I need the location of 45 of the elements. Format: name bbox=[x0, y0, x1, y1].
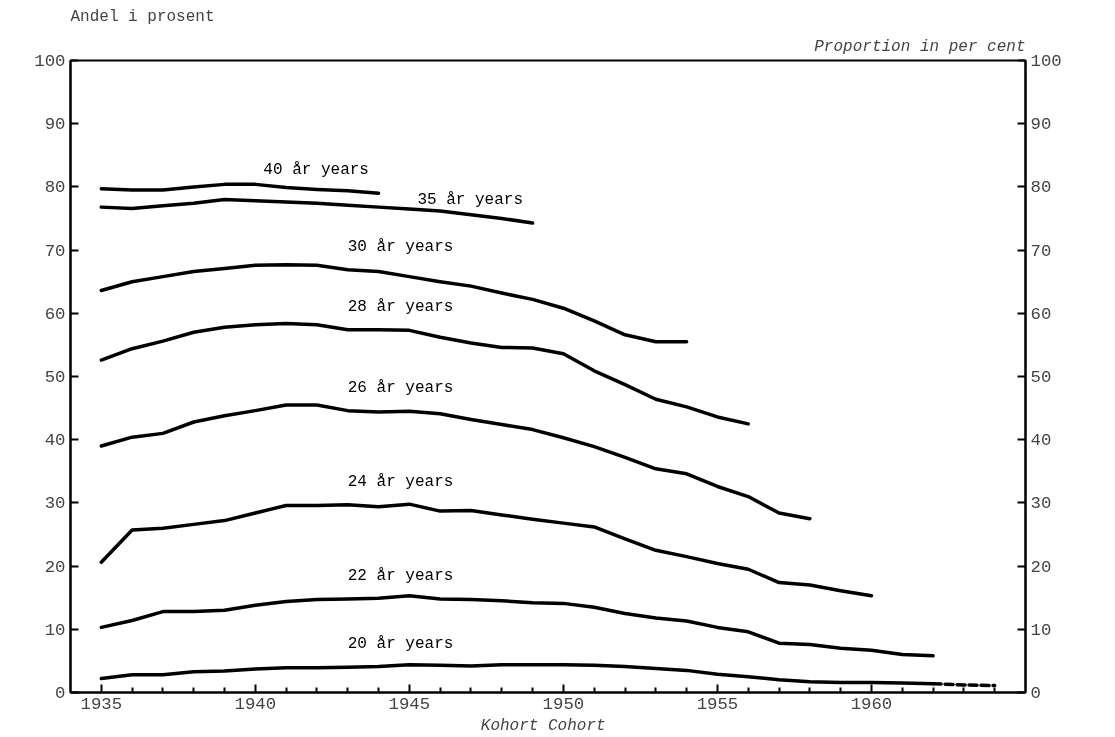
series-label: 26 år years bbox=[347, 378, 454, 397]
x-tick-label: 1960 bbox=[850, 694, 893, 714]
series-label: 28 år years bbox=[347, 297, 454, 316]
y-tick-label: 40 bbox=[44, 431, 66, 451]
y2-tick-label: 70 bbox=[1030, 241, 1052, 261]
series-label: 35 år years bbox=[417, 190, 523, 209]
y2-tick-label: 20 bbox=[1030, 557, 1052, 577]
x-tick-label: 1955 bbox=[696, 694, 739, 714]
x-tick-label: 1935 bbox=[80, 694, 123, 714]
y-tick-label: 80 bbox=[44, 178, 66, 198]
y-tick-label: 50 bbox=[44, 368, 66, 387]
line-series bbox=[99, 594, 935, 658]
y2-tick-label: 30 bbox=[1030, 494, 1052, 514]
line-series bbox=[99, 502, 874, 598]
series-label: 40 år years bbox=[263, 161, 369, 180]
y2-tick-label: 80 bbox=[1030, 178, 1052, 198]
y-tick-label: 60 bbox=[44, 304, 66, 324]
y2-tick-label: 90 bbox=[1030, 115, 1052, 135]
series-label: 20 år years bbox=[347, 635, 454, 654]
y2-tick-label: 40 bbox=[1030, 431, 1052, 451]
y2-tick-label: 50 bbox=[1030, 368, 1052, 387]
x-tick-label: 1945 bbox=[388, 694, 431, 714]
x-tick-label: 1940 bbox=[234, 694, 277, 714]
y-axis-title: Andel i prosent bbox=[70, 7, 215, 26]
y-tick-label: 90 bbox=[44, 115, 66, 135]
y-tick-label: 0 bbox=[55, 684, 66, 703]
y2-tick-label: 60 bbox=[1030, 304, 1052, 324]
line-series bbox=[99, 182, 381, 195]
y2-tick-label: 100 bbox=[1030, 52, 1062, 71]
y-tick-label: 100 bbox=[34, 52, 66, 71]
y2-axis-title: Proportion in per cent bbox=[814, 37, 1026, 56]
y2-tick-label: 10 bbox=[1030, 620, 1052, 640]
series-label: 24 år years bbox=[347, 472, 454, 491]
y-tick-label: 20 bbox=[44, 557, 66, 577]
line-series bbox=[99, 262, 689, 344]
series-label: 30 år years bbox=[347, 237, 454, 256]
y-tick-label: 30 bbox=[44, 494, 66, 514]
series-label: 22 år years bbox=[347, 566, 454, 585]
y-tick-label: 10 bbox=[44, 620, 66, 640]
y2-tick-label: 0 bbox=[1030, 684, 1041, 703]
line-series bbox=[99, 403, 812, 521]
line-series bbox=[99, 321, 750, 426]
y-tick-label: 70 bbox=[44, 241, 66, 261]
x-tick-label: 1950 bbox=[542, 694, 585, 714]
x-axis-title: Kohort Cohort bbox=[480, 716, 606, 735]
